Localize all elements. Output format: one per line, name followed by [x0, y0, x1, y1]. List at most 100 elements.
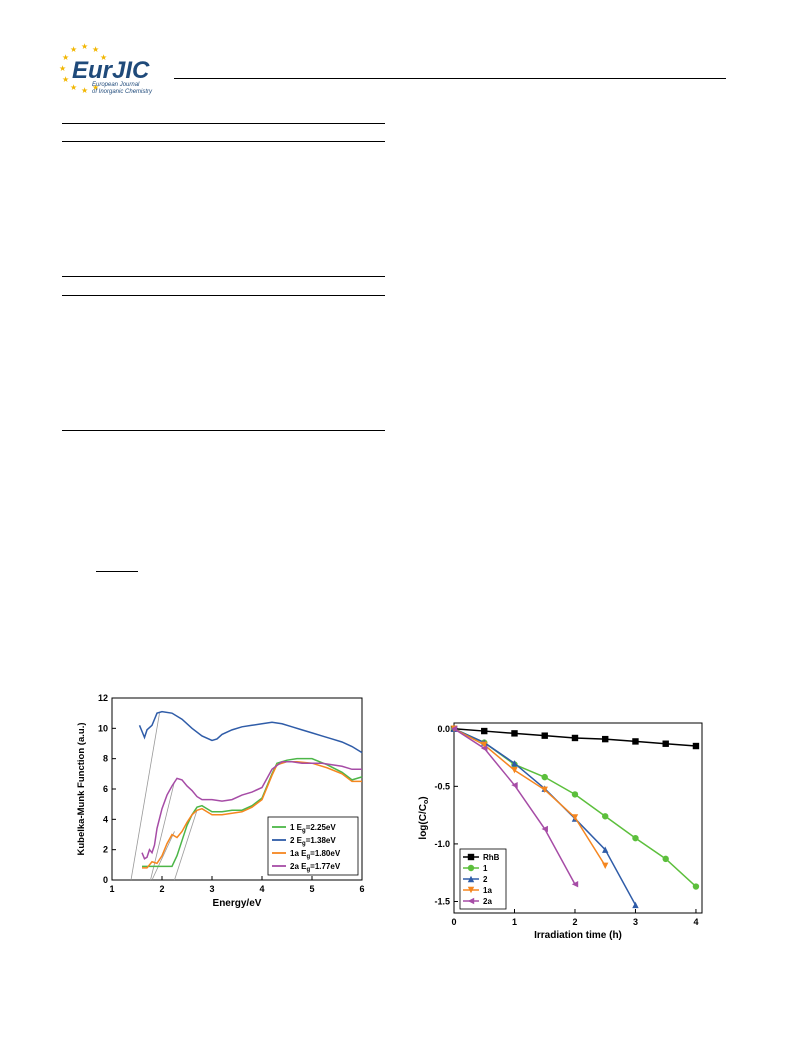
header-rule — [174, 78, 726, 79]
x-tick-label: 4 — [693, 917, 698, 927]
data-point — [467, 875, 475, 883]
data-point — [541, 786, 548, 793]
tangent-line — [130, 713, 160, 881]
x-axis-label: Energy/eV — [213, 898, 262, 909]
legend-label: 1 — [483, 864, 488, 873]
star-icon: ★ — [92, 45, 99, 54]
y-tick-label: -1.5 — [434, 896, 450, 906]
data-point — [662, 855, 669, 863]
star-icon: ★ — [70, 45, 77, 54]
data-point — [571, 881, 579, 888]
data-point — [571, 814, 579, 821]
data-point — [692, 883, 700, 890]
table-2-bottom-rule — [62, 430, 385, 431]
x-tick-label: 3 — [633, 917, 638, 927]
series-line — [142, 757, 363, 868]
series-line — [453, 728, 606, 867]
y-tick-label: 8 — [103, 754, 108, 764]
data-point — [481, 727, 488, 735]
y-tick-label: 2 — [103, 845, 108, 855]
tangent-line — [150, 781, 175, 881]
data-point — [511, 767, 518, 774]
tangent-line — [151, 831, 175, 881]
y-axis-label: Kubelka-Munk Function (a.u.) — [76, 723, 87, 856]
x-tick-label: 4 — [259, 884, 264, 894]
journal-logo: ★ ★★★★★★★★★ EurJIC European Journal of In… — [59, 42, 153, 95]
data-point — [467, 864, 475, 872]
x-tick-label: 1 — [512, 917, 517, 927]
y-tick-label: 0 — [103, 875, 108, 885]
data-point — [632, 901, 639, 909]
y-tick-label: 12 — [98, 693, 108, 703]
star-icon: ★ — [92, 83, 99, 92]
y-tick-label: -0.5 — [434, 781, 450, 791]
star-icon: ★ — [81, 86, 88, 95]
photodegradation-chart: 0 1 2 3 4 0.0 -0.5 -1.0 -1.5 RhB 1 2 1a 2a Irradiation… — [418, 722, 703, 941]
x-tick-label: 1 — [109, 884, 114, 894]
legend-label: 2 — [483, 875, 488, 884]
data-point — [662, 740, 669, 747]
legend-label: 1a — [483, 886, 492, 895]
star-icon: ★ — [62, 75, 69, 84]
y-tick-label: 10 — [98, 723, 108, 733]
tangent-line — [174, 810, 198, 881]
x-tick-label: 0 — [451, 917, 456, 927]
plot-frame — [453, 722, 703, 914]
data-point — [632, 738, 639, 745]
data-point — [511, 730, 518, 737]
legend-label: 2a Eg=1.77eV — [290, 862, 341, 873]
logo-subtitle-2: of Inorganic Chemistry — [92, 89, 153, 95]
data-point — [571, 734, 579, 742]
data-point — [571, 791, 579, 798]
data-point — [602, 862, 609, 869]
data-point — [632, 834, 639, 842]
data-point — [481, 741, 488, 749]
data-point — [541, 825, 548, 833]
data-point — [511, 760, 518, 767]
logo-subtitle-1: European Journal — [92, 82, 140, 88]
data-point — [602, 813, 609, 820]
y-axis-label: log(C/Co) — [418, 796, 430, 839]
star-icon: ★ — [62, 53, 69, 62]
star-icon: ★ — [81, 42, 88, 51]
x-tick-label: 5 — [309, 884, 314, 894]
data-point — [467, 853, 475, 861]
data-point — [467, 897, 475, 905]
y-tick-label: 4 — [103, 814, 108, 824]
table-2-top-rule — [62, 276, 385, 277]
table-1-header-rule — [62, 141, 385, 142]
table-1-top-rule — [62, 123, 385, 124]
star-icon: ★ — [59, 64, 66, 73]
series-line — [138, 710, 363, 754]
data-point — [450, 725, 458, 732]
series-line — [142, 760, 362, 869]
x-axis-label: Irradiation time (h) — [534, 930, 622, 941]
table-2-header-rule — [62, 295, 385, 296]
legend-label: 2a — [483, 897, 492, 906]
data-point — [541, 732, 548, 739]
data-point — [511, 781, 518, 789]
data-point — [602, 846, 609, 853]
x-tick-label: 2 — [572, 917, 577, 927]
data-point — [481, 745, 488, 752]
data-point — [692, 742, 700, 750]
x-tick-label: 3 — [209, 884, 214, 894]
y-tick-label: 6 — [103, 784, 108, 794]
star-icon: ★ — [70, 83, 77, 92]
x-tick-label: 6 — [359, 884, 364, 894]
data-point — [602, 735, 609, 743]
logo-text: EurJIC — [72, 57, 150, 84]
star-ring-icon: ★ ★★★★★★★★★ — [59, 42, 107, 95]
star-icon: ★ — [100, 53, 107, 62]
data-point — [467, 886, 475, 894]
x-tick-label: 2 — [159, 884, 164, 894]
legend-label: 1 Eg=2.25eV — [290, 823, 336, 834]
legend-label: RhB — [483, 853, 500, 862]
y-tick-label: 0.0 — [437, 724, 450, 734]
legend-label: 2 Eg=1.38eV — [290, 836, 336, 847]
short-rule — [96, 571, 138, 572]
y-tick-label: -1.0 — [434, 839, 450, 849]
series-line — [141, 760, 362, 860]
legend-label: 1a Eg=1.80eV — [290, 849, 341, 860]
